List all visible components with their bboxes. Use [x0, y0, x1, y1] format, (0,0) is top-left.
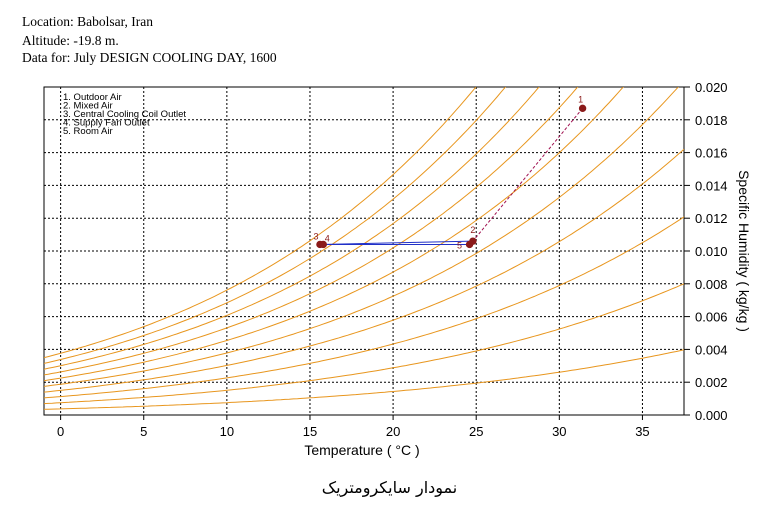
altitude-text: Altitude: -19.8 m.: [22, 33, 119, 48]
rh-curve: [44, 87, 477, 359]
y-tick-label: 0.008: [695, 277, 728, 292]
y-axis-ticks: 0.000 0.002 0.004 0.006 0.008 0.010 0.012 0.014…: [684, 80, 728, 423]
y-tick-label: 0.020: [695, 80, 728, 95]
x-axis-label: Temperature ( °C ): [304, 442, 419, 458]
state-point-5: [465, 240, 474, 249]
y-tick-label: 0.016: [695, 146, 728, 161]
y-tick-label: 0.000: [695, 408, 728, 423]
x-tick-label: 15: [303, 424, 317, 439]
rh-curve: [44, 87, 507, 364]
state-point-label: 4: [325, 233, 330, 243]
rh-curve: [44, 87, 679, 387]
x-tick-label: 25: [469, 424, 483, 439]
y-tick-label: 0.004: [695, 342, 728, 357]
legend-entry: 1. Outdoor Air: [63, 92, 122, 103]
x-tick-label: 30: [552, 424, 566, 439]
location-text: Location: Babolsar, Iran: [22, 14, 154, 29]
rh-curve: [44, 349, 684, 410]
state-point-1: [578, 104, 587, 113]
state-point-label: 3: [313, 231, 318, 241]
legend-entry: 4. Supply Fan Outlet: [63, 118, 150, 129]
y-tick-label: 0.002: [695, 375, 728, 390]
rh-curve: [44, 87, 579, 376]
rh-curve: [44, 216, 684, 399]
state-point-label: 5: [457, 240, 462, 250]
state-point-label: 1: [578, 94, 583, 104]
chart-caption: نمودار سایکرومتریک: [321, 478, 458, 497]
outdoor-to-mixed-line: [472, 108, 583, 242]
cooling-coil-line: [319, 240, 473, 245]
x-tick-label: 10: [220, 424, 234, 439]
legend-entry: 3. Central Cooling Coil Outlet: [63, 109, 186, 120]
rh-curve: [44, 148, 684, 393]
rh-curve: [44, 87, 624, 382]
y-tick-label: 0.014: [695, 178, 728, 193]
state-point-label: 2: [470, 225, 475, 235]
x-tick-label: 0: [57, 424, 64, 439]
state-points: 1 2 3 4 5: [313, 94, 587, 250]
x-tick-label: 20: [386, 424, 400, 439]
y-tick-label: 0.018: [695, 113, 728, 128]
state-point-4: [319, 240, 327, 249]
legend-entry: 5. Room Air: [63, 126, 113, 137]
y-axis-label: Specific Humidity ( kg/kg ): [736, 170, 752, 332]
x-axis-ticks: 0 5 10 15 20 25 30 35: [57, 415, 650, 439]
legend-entry: 2. Mixed Air: [63, 101, 113, 112]
data-for-text: Data for: July DESIGN COOLING DAY, 1600: [22, 50, 277, 65]
rh-curve: [44, 283, 684, 405]
x-tick-label: 35: [635, 424, 649, 439]
y-tick-label: 0.012: [695, 211, 728, 226]
y-tick-label: 0.006: [695, 310, 728, 325]
y-tick-label: 0.010: [695, 244, 728, 259]
x-tick-label: 5: [140, 424, 147, 439]
